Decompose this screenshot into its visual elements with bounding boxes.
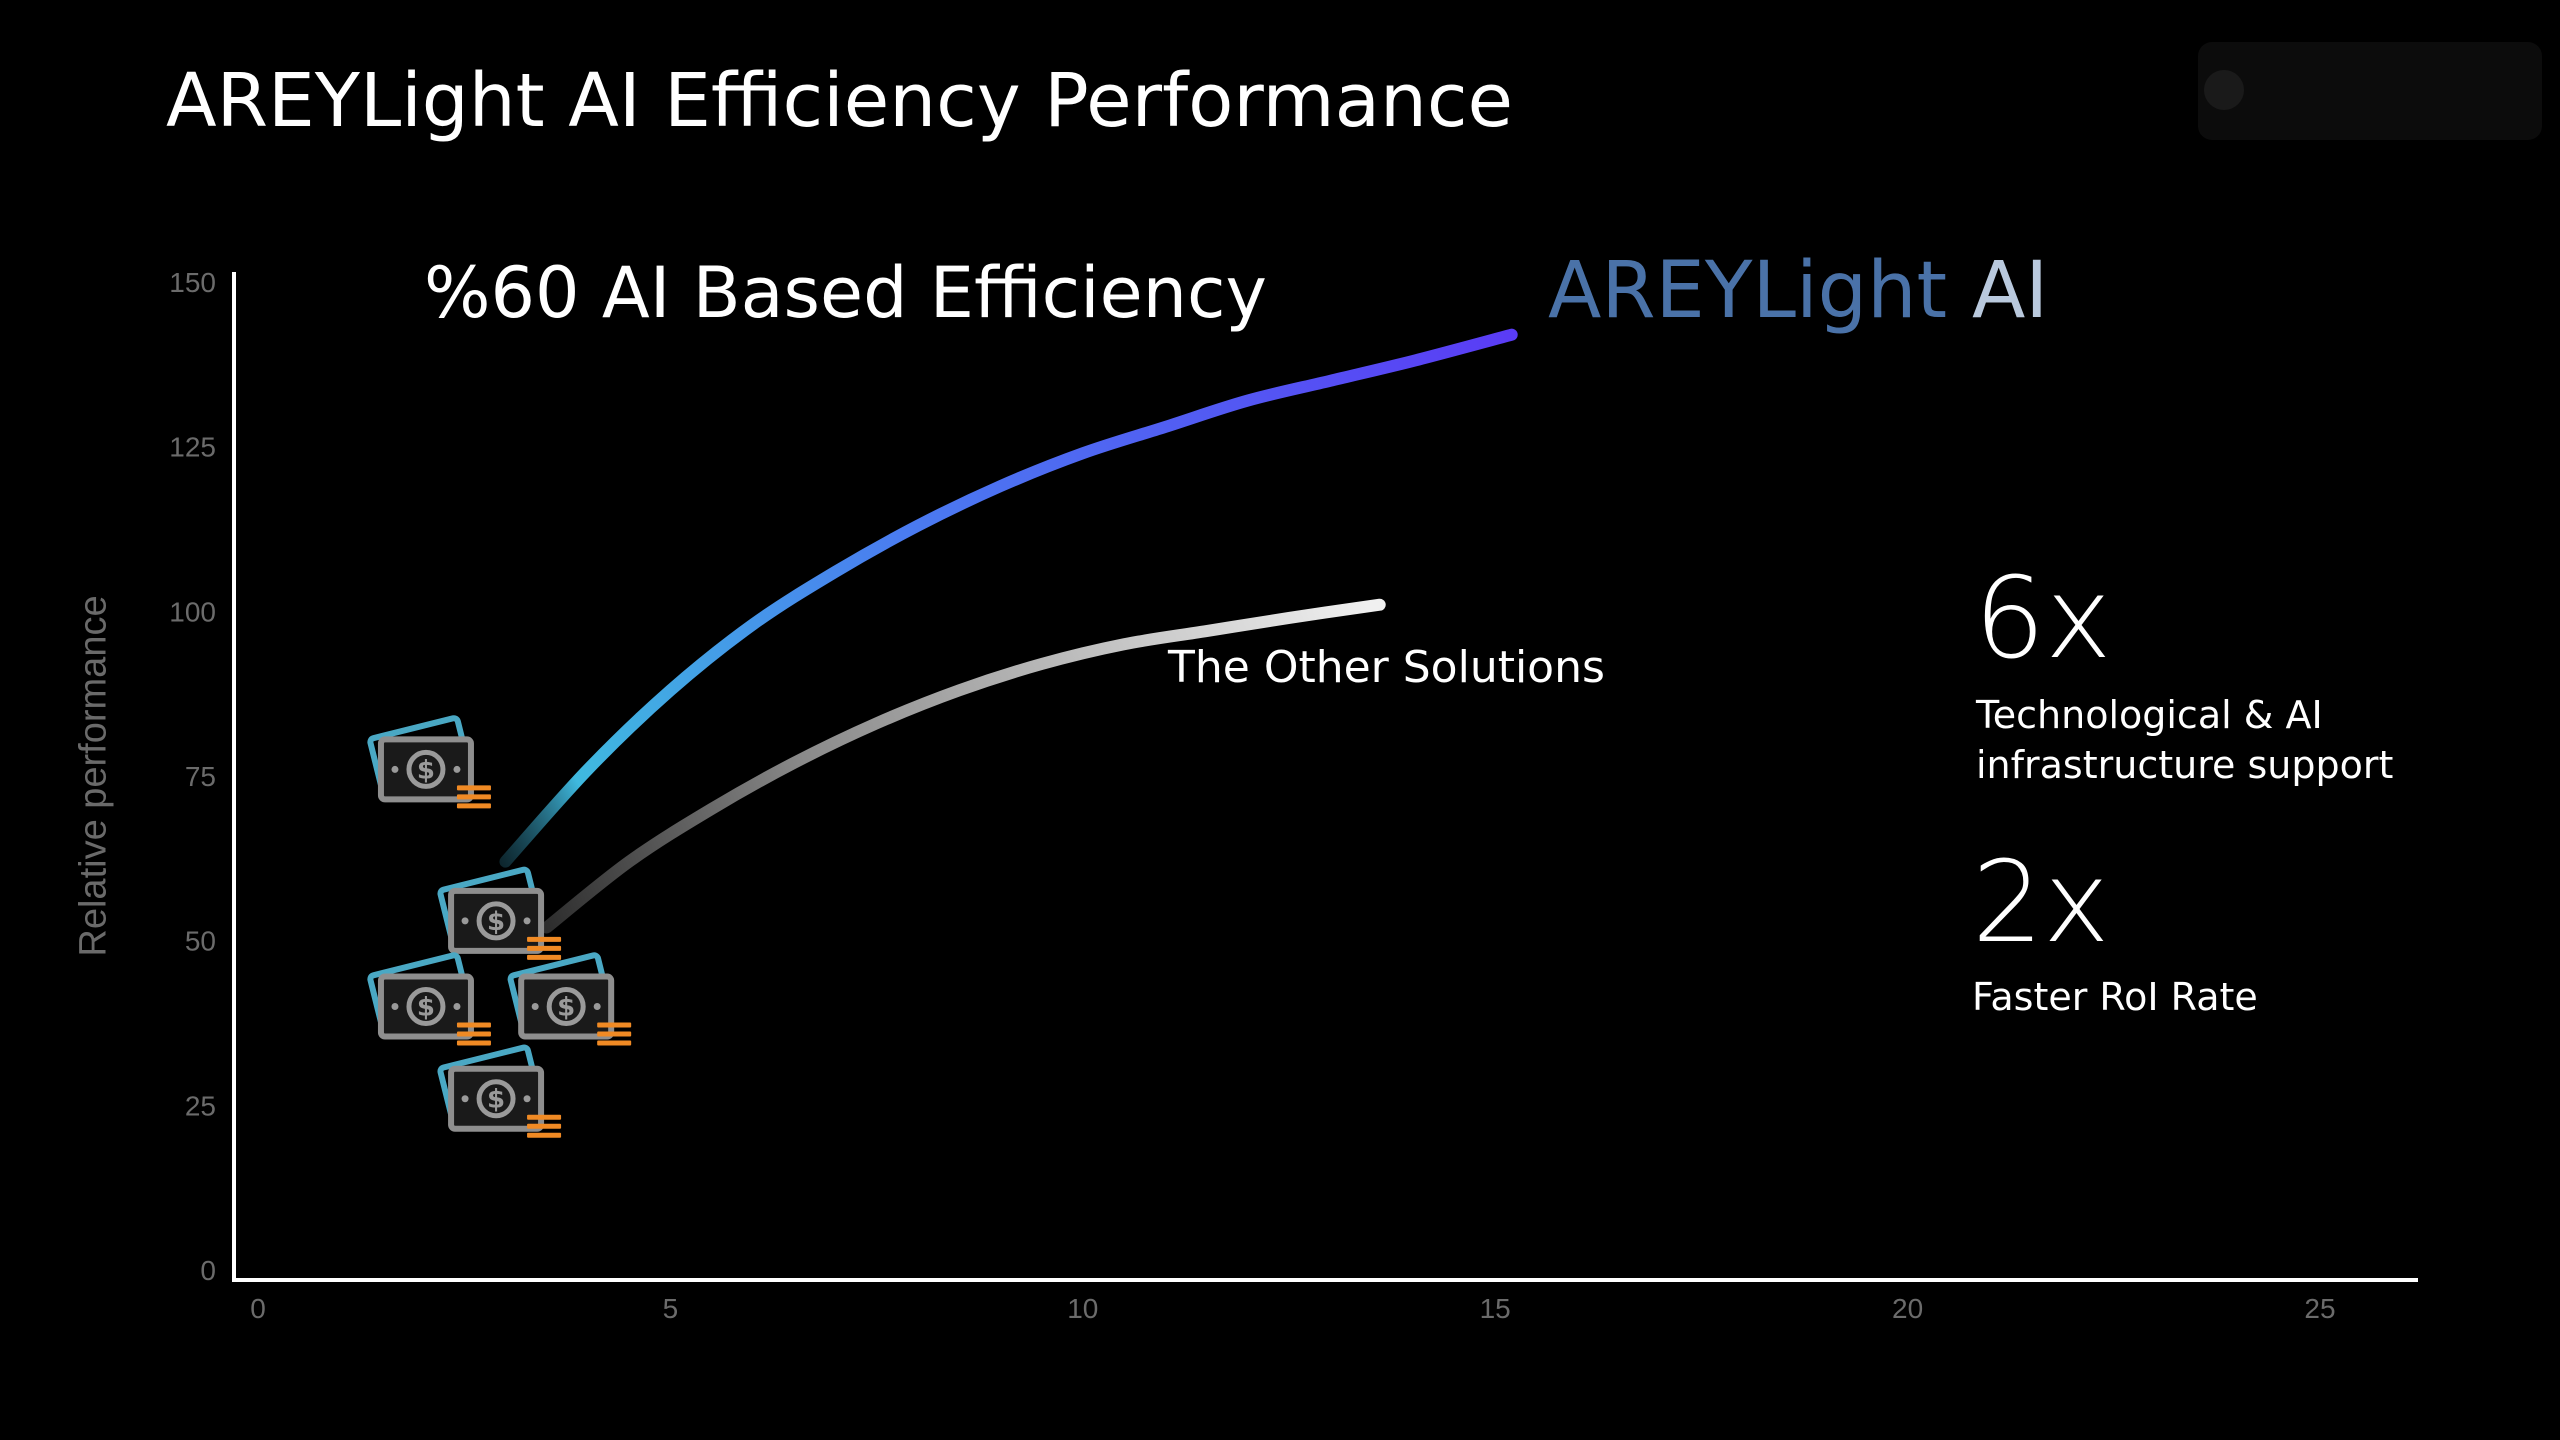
coin: [597, 1040, 632, 1046]
stat-desc-2: Faster RoI Rate: [1972, 972, 2258, 1022]
bill-dot-right: [453, 765, 461, 773]
coin: [456, 1022, 491, 1028]
x-tick-label: 25: [2304, 1293, 2335, 1324]
brand-label: AREYLight AI: [1548, 246, 2048, 336]
chart-series: [499, 328, 1518, 934]
dollar-coin: [406, 749, 446, 789]
recording-widget[interactable]: [2198, 42, 2542, 140]
stat-value-1: 6x: [1974, 554, 2112, 684]
coin: [527, 954, 562, 960]
y-tick-label: 75: [185, 761, 216, 792]
y-tick-label: 100: [169, 596, 216, 627]
coin: [456, 1031, 491, 1037]
bill-dot-left: [531, 1003, 539, 1011]
coin: [456, 803, 491, 809]
dollar-coin: [476, 901, 516, 941]
coin: [597, 1022, 632, 1028]
y-tick-label: 0: [200, 1255, 216, 1286]
stat-desc-2-line1: Faster RoI Rate: [1972, 975, 2258, 1019]
y-axis-label: Relative performance: [72, 595, 115, 957]
coin: [456, 1040, 491, 1046]
other-solutions-label: The Other Solutions: [1168, 642, 1605, 693]
brand-label-part1: AREYLight: [1548, 246, 1948, 336]
money-stack-icon: $: [507, 952, 632, 1046]
bill-dot-left: [461, 1095, 469, 1103]
chart-ticks: 0 5 10 15 20 25 0 25 50 75 100 125 150: [169, 267, 2335, 1324]
coin: [527, 1123, 562, 1129]
money-stack-icon: $: [437, 866, 562, 960]
coin: [597, 1031, 632, 1037]
bill-front: [377, 973, 474, 1040]
series-line-areylight-ai: [499, 328, 1518, 868]
page-title: AREYLight AI Efficiency Performance: [166, 58, 1514, 144]
chart-subtitle: %60 AI Based Efficiency: [424, 252, 1267, 334]
x-tick-label: 10: [1067, 1293, 1098, 1324]
brand-label-part2: AI: [1971, 246, 2049, 336]
x-tick-label: 20: [1892, 1293, 1923, 1324]
y-tick-label: 150: [169, 267, 216, 298]
coin: [527, 936, 562, 942]
money-icons: $ $ $ $ $: [367, 715, 632, 1138]
coin: [456, 794, 491, 800]
dollar-sign: $: [417, 755, 435, 785]
y-tick-label: 25: [185, 1090, 216, 1121]
coin: [527, 1114, 562, 1120]
bill-dot-right: [523, 917, 531, 925]
bill-dot-right: [593, 1003, 601, 1011]
bill-front: [377, 736, 474, 803]
coin: [527, 1132, 562, 1138]
series-line-other-solutions: [540, 598, 1386, 934]
dollar-sign: $: [417, 993, 435, 1023]
bill-front: [448, 887, 545, 954]
stat-desc-1: Technological & AI infrastructure suppor…: [1976, 690, 2393, 790]
y-tick-label: 50: [185, 926, 216, 957]
y-tick-label: 125: [169, 432, 216, 463]
stat-value-2: 2x: [1972, 838, 2110, 968]
money-stack-icon: $: [367, 952, 491, 1046]
stat-desc-1-line1: Technological & AI: [1976, 693, 2323, 737]
bill-dot-left: [391, 765, 399, 773]
record-icon[interactable]: [2204, 70, 2244, 110]
coin: [527, 945, 562, 951]
stat-desc-1-line2: infrastructure support: [1976, 743, 2394, 787]
dollar-coin: [476, 1079, 516, 1119]
x-tick-label: 0: [250, 1293, 266, 1324]
bill-front: [448, 1065, 545, 1132]
bill-dot-left: [461, 917, 469, 925]
dollar-coin: [406, 987, 446, 1027]
bill-dot-right: [523, 1095, 531, 1103]
x-tick-label: 5: [663, 1293, 679, 1324]
bill-dot-right: [453, 1003, 461, 1011]
coin: [456, 785, 491, 791]
money-stack-icon: $: [367, 715, 491, 809]
bill-front: [518, 973, 615, 1040]
x-tick-label: 15: [1480, 1293, 1511, 1324]
chart-axes: [232, 272, 2418, 1282]
dollar-coin: [546, 987, 586, 1027]
money-stack-icon: $: [437, 1044, 562, 1138]
bill-dot-left: [391, 1003, 399, 1011]
dollar-sign: $: [557, 993, 575, 1023]
dollar-sign: $: [487, 907, 505, 937]
dollar-sign: $: [487, 1085, 505, 1115]
